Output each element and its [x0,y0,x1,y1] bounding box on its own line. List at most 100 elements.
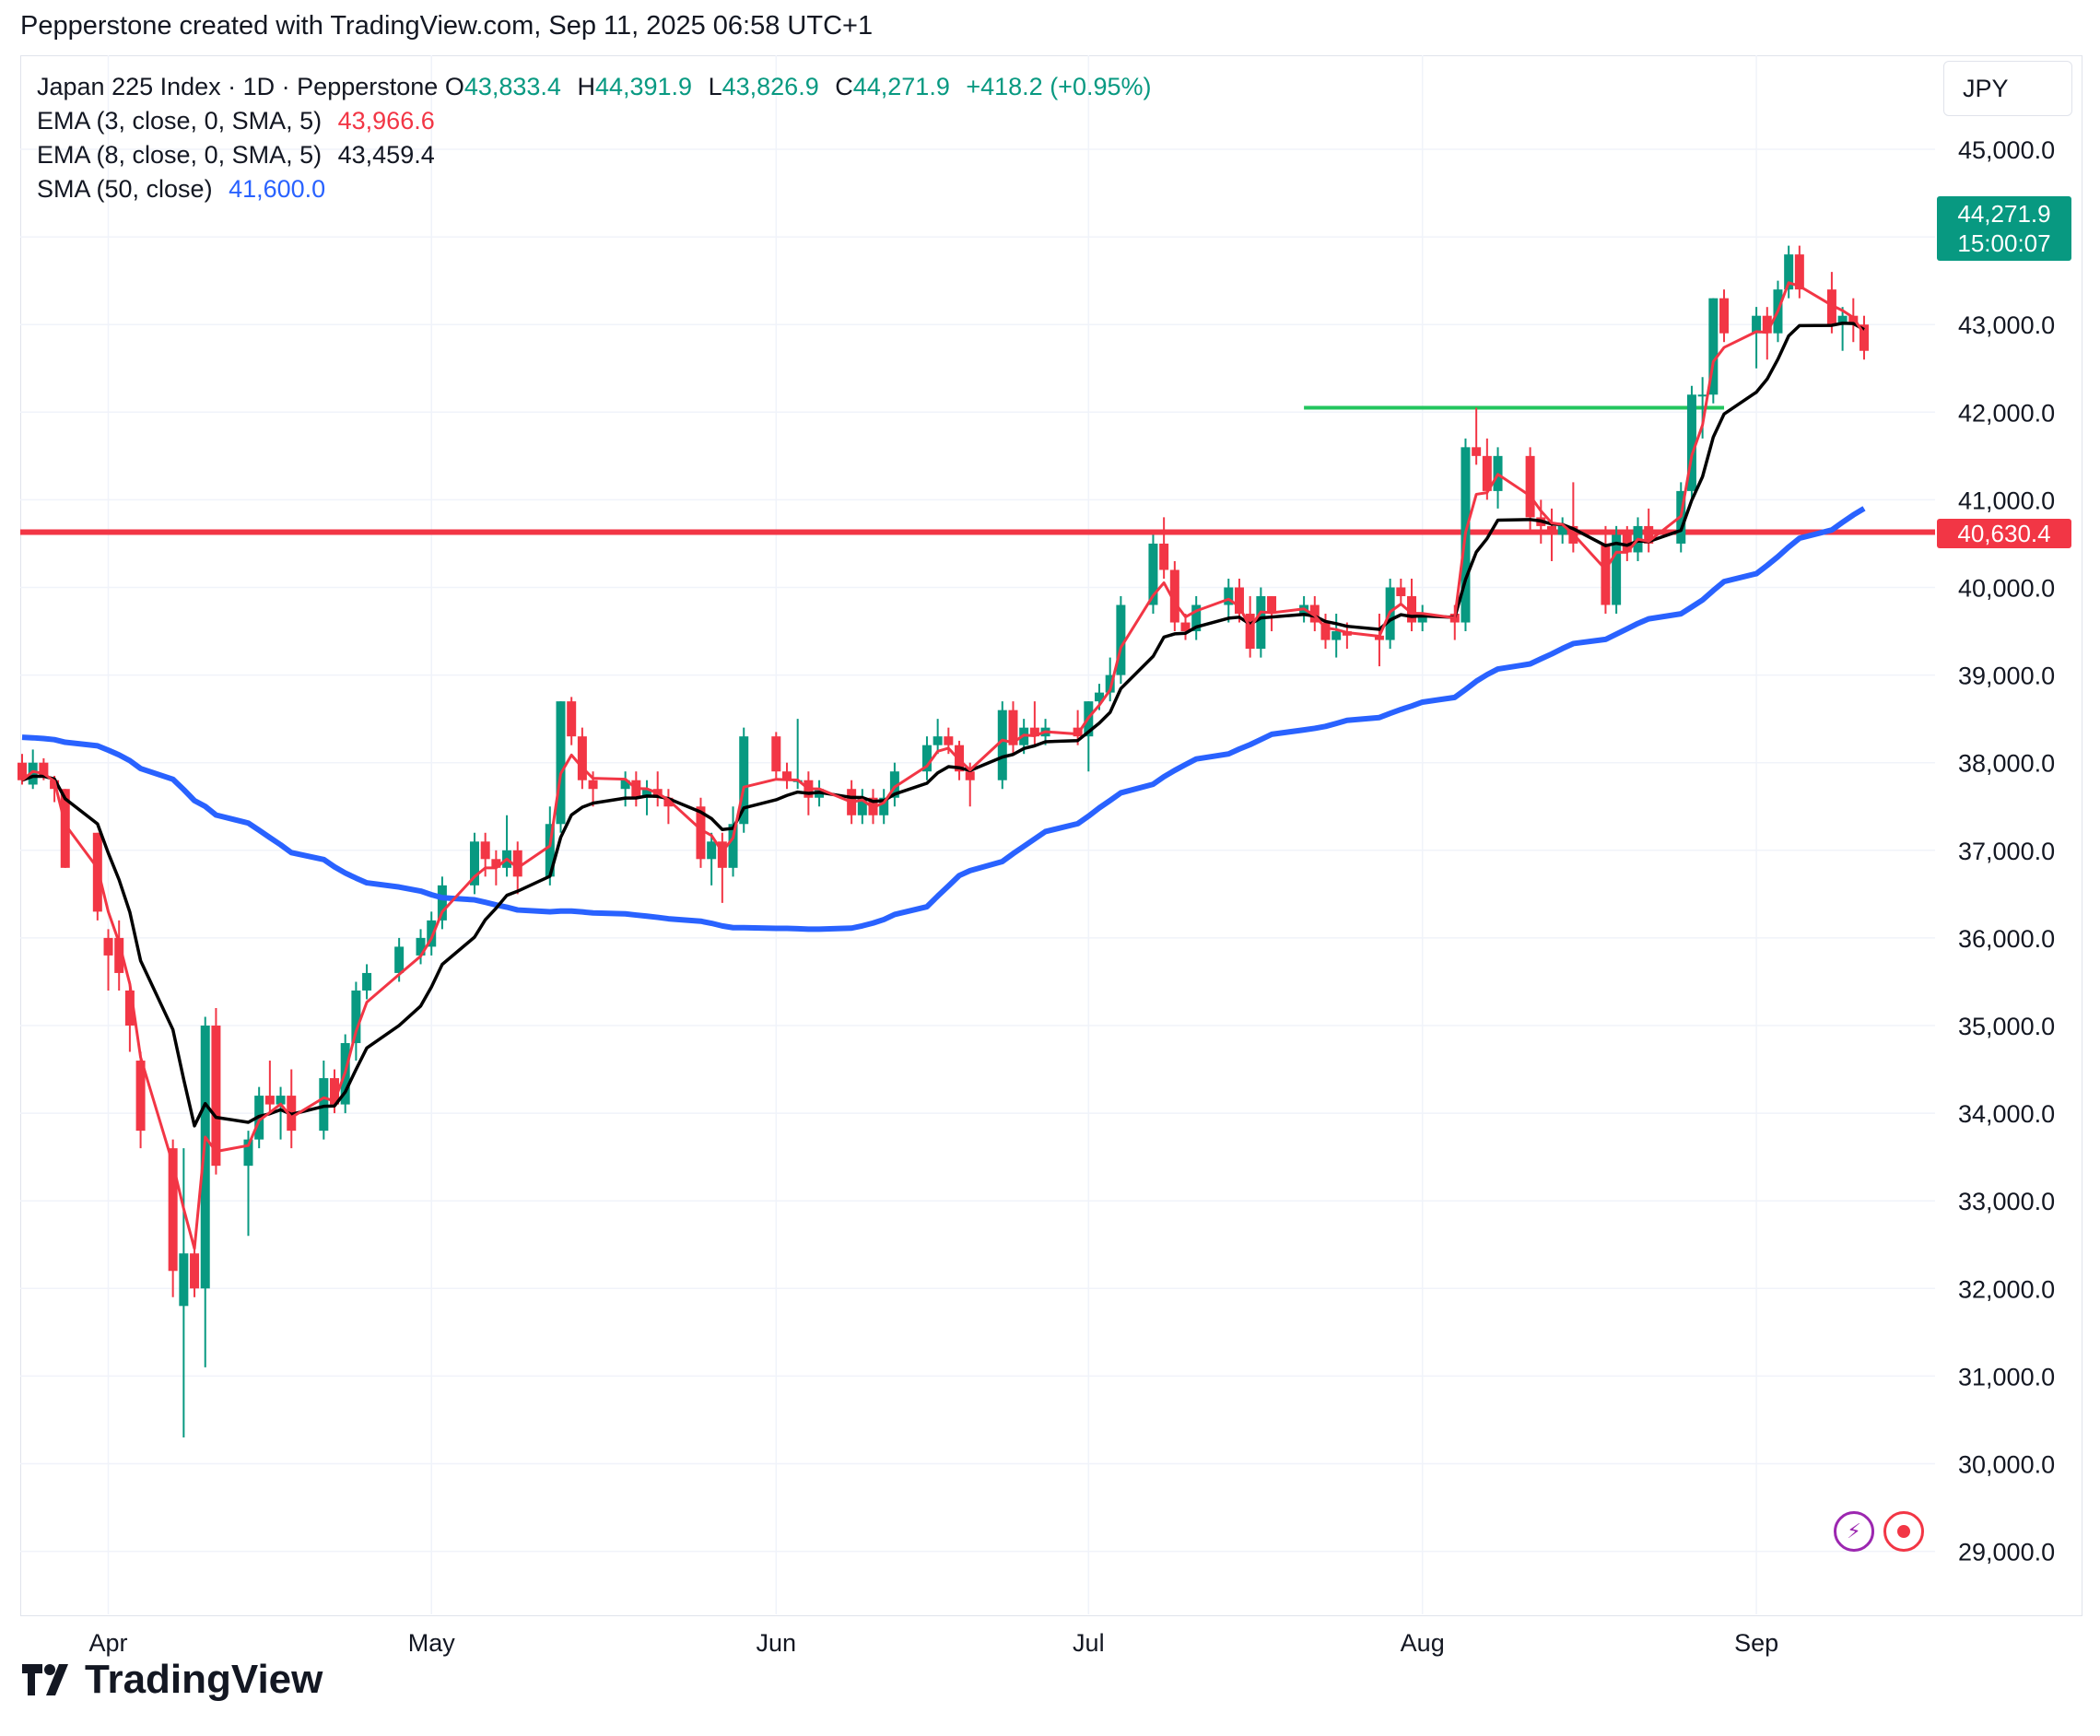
candle [179,1148,189,1437]
candle [728,806,738,877]
legend-open: 43,833.4 [463,73,561,100]
candle [1848,298,1859,343]
candle [264,1061,275,1114]
candle-body [1644,525,1654,544]
legend-sma50-row[interactable]: SMA (50, close) 41,600.0 [37,172,1152,206]
candle [1794,245,1804,299]
candle [60,789,70,868]
candle-body [351,990,361,1044]
legend-close-label: C [835,73,853,100]
candle [1332,614,1342,658]
candle-body [437,885,447,921]
chart-legend: Japan 225 Index · 1D · Pepperstone O43,8… [37,70,1152,206]
legend-high: 44,391.9 [594,73,693,100]
candle [792,719,803,790]
legend-ohlc-row: Japan 225 Index · 1D · Pepperstone O43,8… [37,70,1152,104]
candle [1708,298,1719,404]
lightning-icon[interactable]: ⚡ [1834,1511,1874,1552]
candle [1557,517,1567,544]
chart-header-title: Pepperstone created with TradingView.com… [20,11,874,41]
candle-body [728,824,738,868]
candle [1719,289,1730,343]
legend-symbol[interactable]: Japan 225 Index · 1D · Pepperstone [37,73,439,100]
candle [1482,438,1492,500]
candle [717,832,727,903]
tradingview-logo[interactable]: TradingView [22,1657,323,1703]
sma50-label: SMA (50, close) [37,175,213,203]
ema8-line [21,322,1865,1128]
y-tick-label: 36,000.0 [1958,925,2055,953]
candle [921,736,932,780]
y-tick-label: 42,000.0 [1958,399,2055,427]
candle [1159,517,1169,579]
x-tick-label: Jul [1073,1629,1105,1657]
candle [211,1007,221,1175]
record-icon[interactable] [1883,1511,1924,1552]
candle [1472,407,1482,465]
candle [652,771,663,807]
candle-body [1008,710,1018,745]
candle-body [1105,674,1115,693]
candle-body [1148,543,1158,605]
ema3-label: EMA (3, close, 0, SMA, 5) [37,107,323,135]
candle [1320,614,1331,650]
y-tick-label: 41,000.0 [1958,487,2055,514]
legend-ema8-row[interactable]: EMA (8, close, 0, SMA, 5) 43,459.4 [37,138,1152,172]
candle-body [114,937,124,973]
candle [781,762,792,790]
candle [200,1016,210,1367]
candle [1784,245,1794,299]
candle [889,762,899,807]
candle-body [1482,455,1492,491]
candle-body [427,920,437,947]
candle-body [921,745,932,772]
candle [1407,578,1417,632]
candle-body [1180,622,1191,632]
candle [933,719,943,755]
candle [416,929,426,965]
y-tick-label: 45,000.0 [1958,136,2055,164]
candlestick-series [18,245,1869,1437]
candle-body [211,1026,221,1167]
y-tick-label: 39,000.0 [1958,663,2055,690]
candle-body [1396,587,1406,597]
candle [276,1086,286,1140]
y-tick-label: 33,000.0 [1958,1188,2055,1215]
candle-body [889,771,899,798]
candle [1374,614,1384,667]
ema8-value: 43,459.4 [337,141,435,169]
candle-body [663,797,674,807]
candle [1309,596,1320,632]
candle-body [1826,289,1836,325]
candle-body [124,990,135,1026]
candle [879,789,889,825]
y-tick-label: 32,000.0 [1958,1275,2055,1303]
x-tick-label: Apr [89,1629,128,1657]
candle-body [416,937,426,956]
candle-body [857,797,867,815]
y-tick-label: 30,000.0 [1958,1451,2055,1479]
candle-body [469,841,479,886]
candle [1008,701,1018,755]
sma50-value: 41,600.0 [229,175,326,203]
candle [319,1061,329,1140]
candle [1826,272,1836,334]
chart-grid [20,55,1935,1614]
candle [135,1051,146,1149]
candle [997,701,1007,790]
currency-button[interactable]: JPY [1943,61,2072,116]
candle [1546,508,1556,561]
legend-ema3-row[interactable]: EMA (3, close, 0, SMA, 5) 43,966.6 [37,104,1152,138]
y-tick-label: 37,000.0 [1958,838,2055,865]
candle-body [1719,298,1730,334]
chart-frame[interactable] [20,55,2082,1616]
candle-body [1169,569,1179,623]
candle-body [135,1061,146,1132]
candle [1029,701,1039,745]
candle-body [696,806,706,860]
last-price-tag: 44,271.9 15:00:07 [1937,196,2071,261]
candle [1234,578,1244,623]
candle-body [1224,587,1234,605]
candle-body [781,771,792,780]
